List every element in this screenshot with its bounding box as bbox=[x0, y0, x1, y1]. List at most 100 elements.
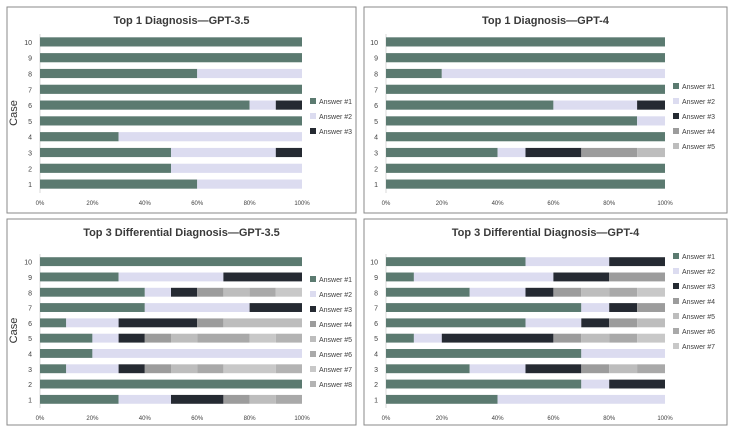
legend-swatch bbox=[673, 298, 679, 304]
bar-segment bbox=[66, 364, 119, 374]
bar-segment bbox=[637, 318, 665, 328]
bar-segment bbox=[581, 147, 638, 158]
bar-segment bbox=[144, 364, 171, 374]
x-tick-label: 0% bbox=[382, 201, 391, 207]
bar-segment bbox=[40, 303, 145, 312]
bar-segment bbox=[553, 287, 582, 297]
case-tick-label: 3 bbox=[374, 151, 378, 158]
x-tick-label: 40% bbox=[139, 201, 152, 207]
legend-swatch bbox=[673, 313, 679, 319]
bar-segment bbox=[637, 116, 665, 126]
bar-segment bbox=[441, 68, 665, 79]
legend-swatch bbox=[673, 128, 679, 134]
bar-segment bbox=[413, 333, 442, 343]
case-tick-label: 7 bbox=[374, 306, 378, 313]
bar-segment bbox=[40, 394, 119, 404]
bar-segment bbox=[144, 287, 171, 297]
bar-segment bbox=[386, 84, 665, 94]
bar-segment bbox=[609, 333, 638, 343]
x-tick-label: 100% bbox=[294, 416, 310, 422]
chart-panel-3: Top 3 Differential Diagnosis—GPT-3.5 1 2 3 4… bbox=[6, 218, 357, 426]
bar-segment bbox=[386, 318, 526, 328]
case-tick-label: 4 bbox=[374, 351, 378, 358]
legend-swatch bbox=[673, 328, 679, 334]
case-tick-label: 2 bbox=[28, 382, 32, 389]
bar-segment bbox=[609, 272, 665, 282]
bar-segment bbox=[197, 318, 224, 328]
x-tick-label: 60% bbox=[191, 201, 204, 207]
legend-label: Answer #4 bbox=[319, 322, 352, 329]
bar-segment bbox=[40, 257, 302, 267]
bar-segment bbox=[66, 318, 119, 328]
bar-segment bbox=[581, 349, 665, 358]
bar-segment bbox=[275, 100, 302, 110]
chart-title: Top 1 Diagnosis—GPT-3.5 bbox=[113, 15, 249, 27]
legend-label: Answer #5 bbox=[319, 337, 352, 344]
legend-swatch bbox=[673, 113, 679, 119]
bar-segment bbox=[118, 272, 224, 282]
x-tick-label: 20% bbox=[436, 201, 449, 207]
legend-label: Answer #1 bbox=[319, 277, 352, 284]
bar-segment bbox=[581, 364, 610, 374]
case-tick-label: 1 bbox=[374, 182, 378, 189]
bar-segment bbox=[40, 116, 302, 126]
legend-swatch bbox=[673, 143, 679, 149]
legend-swatch bbox=[310, 291, 316, 297]
bar-segment bbox=[223, 318, 302, 328]
bar-segment bbox=[249, 333, 276, 343]
x-tick-label: 60% bbox=[547, 201, 560, 207]
chart-title: Top 3 Differential Diagnosis—GPT-3.5 bbox=[83, 227, 280, 239]
legend-label: Answer #7 bbox=[682, 344, 715, 351]
bar-segment bbox=[197, 333, 250, 343]
bar-segment bbox=[249, 303, 302, 312]
bar-segment bbox=[637, 100, 665, 110]
bar-segment bbox=[525, 257, 610, 267]
bar-segment bbox=[197, 179, 302, 189]
case-tick-label: 9 bbox=[28, 56, 32, 63]
bar-segment bbox=[525, 287, 554, 297]
case-tick-label: 5 bbox=[28, 336, 32, 343]
legend-swatch bbox=[310, 381, 316, 387]
legend-swatch bbox=[310, 336, 316, 342]
case-tick-label: 5 bbox=[374, 119, 378, 126]
x-tick-label: 80% bbox=[603, 201, 616, 207]
bar-segment bbox=[40, 163, 171, 173]
case-tick-label: 4 bbox=[28, 351, 32, 358]
x-tick-label: 0% bbox=[36, 416, 45, 422]
bar-segment bbox=[386, 394, 498, 404]
case-tick-label: 6 bbox=[374, 321, 378, 328]
bar-segment bbox=[40, 132, 119, 142]
x-tick-label: 100% bbox=[657, 201, 673, 207]
bar-segment bbox=[118, 333, 145, 343]
case-tick-label: 10 bbox=[24, 260, 32, 267]
x-tick-label: 100% bbox=[657, 416, 673, 422]
bar-segment bbox=[609, 303, 638, 312]
bar-segment bbox=[386, 147, 498, 158]
case-tick-label: 1 bbox=[28, 397, 32, 404]
case-tick-label: 2 bbox=[28, 166, 32, 173]
bar-segment bbox=[386, 53, 665, 63]
case-tick-label: 4 bbox=[374, 135, 378, 142]
legend-label: Answer #1 bbox=[319, 99, 352, 106]
legend-label: Answer #3 bbox=[319, 307, 352, 314]
bar-segment bbox=[171, 333, 198, 343]
x-tick-label: 20% bbox=[436, 416, 449, 422]
case-tick-label: 5 bbox=[374, 336, 378, 343]
bar-segment bbox=[40, 287, 145, 297]
bar-segment bbox=[275, 333, 302, 343]
case-tick-label: 3 bbox=[374, 367, 378, 374]
bar-segment bbox=[197, 68, 302, 79]
chart-title: Top 3 Differential Diagnosis—GPT-4 bbox=[452, 227, 640, 239]
case-tick-label: 3 bbox=[28, 367, 32, 374]
case-tick-label: 6 bbox=[28, 103, 32, 110]
bar-segment bbox=[92, 349, 303, 358]
bar-segment bbox=[40, 272, 119, 282]
bar-segment bbox=[118, 318, 198, 328]
bar-segment bbox=[386, 163, 665, 173]
x-tick-label: 20% bbox=[86, 201, 99, 207]
case-tick-label: 8 bbox=[28, 290, 32, 297]
bar-segment bbox=[386, 364, 470, 374]
bar-segment bbox=[223, 394, 250, 404]
